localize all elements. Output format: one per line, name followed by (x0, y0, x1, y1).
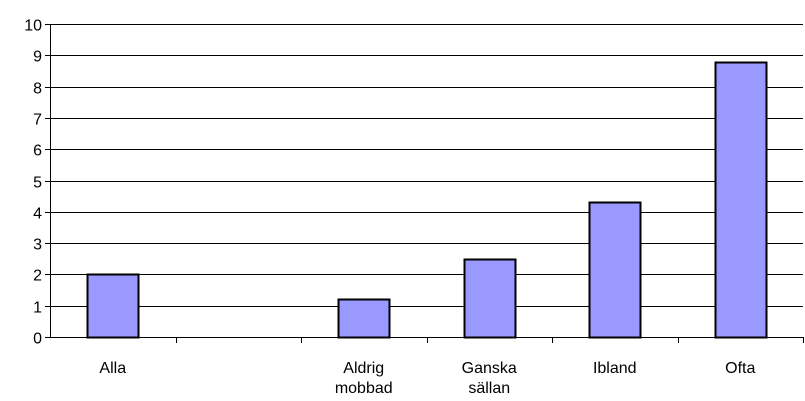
y-tick-label: 5 (33, 175, 42, 192)
bar (337, 298, 391, 339)
x-category-labels: Alla Aldrig mobbad Ganska sällan Ibland Ofta (99, 360, 755, 397)
y-tick-label: 10 (24, 18, 42, 35)
x-category-label: Ganska (462, 360, 517, 377)
x-category-label: Ibland (593, 360, 637, 377)
bar (714, 61, 768, 339)
x-category-label: mobbad (335, 380, 393, 397)
x-category-label: sällan (468, 380, 510, 397)
bars (86, 61, 768, 339)
y-tick-label: 4 (33, 206, 42, 223)
x-category-label: Ofta (725, 360, 755, 377)
y-tick-label: 0 (33, 331, 42, 348)
gridlines (50, 24, 803, 307)
y-tick-label: 7 (33, 112, 42, 129)
y-tick-label: 1 (33, 300, 42, 317)
axes (45, 24, 804, 343)
y-tick-label: 9 (33, 49, 42, 66)
bar (86, 273, 140, 339)
bar (463, 258, 517, 339)
bar (588, 201, 642, 339)
y-tick-labels: 0 1 2 3 4 5 6 7 8 9 10 (24, 18, 42, 348)
y-tick-label: 6 (33, 143, 42, 160)
y-tick-label: 2 (33, 268, 42, 285)
x-category-label: Aldrig (343, 360, 384, 377)
y-tick-label: 3 (33, 237, 42, 254)
y-tick-label: 8 (33, 81, 42, 98)
x-category-label: Alla (99, 360, 126, 377)
